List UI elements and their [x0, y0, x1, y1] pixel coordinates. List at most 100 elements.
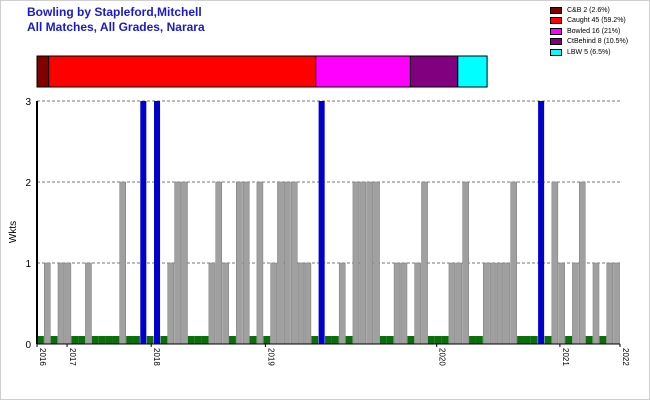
- axes: 2016 2017 2018 2019 2020 2021 2022: [36, 101, 630, 366]
- zero-marker: [50, 336, 58, 344]
- legend-swatch: [550, 17, 562, 25]
- zero-marker: [201, 336, 209, 344]
- zero-marker: [441, 336, 449, 344]
- bar: [338, 262, 346, 345]
- bar: [551, 181, 559, 345]
- bar: [222, 262, 229, 345]
- bar: [510, 181, 517, 345]
- bar: [208, 262, 216, 345]
- bar: [256, 181, 264, 345]
- bar: [538, 101, 545, 344]
- bar: [297, 262, 305, 345]
- dismissal-distribution-bar: [36, 55, 488, 88]
- bar: [592, 262, 600, 345]
- zero-marker: [91, 336, 99, 344]
- zero-marker: [475, 336, 483, 344]
- zero-marker: [585, 336, 593, 344]
- x-tick-label: 2016: [38, 348, 47, 366]
- zero-marker: [229, 336, 236, 344]
- bar: [572, 262, 579, 345]
- bar: [236, 181, 243, 345]
- bar: [140, 101, 147, 344]
- bar: [366, 181, 373, 345]
- legend-label: CtBehind 8 (10.5%): [567, 38, 629, 46]
- legend-label: LBW 5 (6.5%): [567, 48, 611, 56]
- zero-marker: [98, 336, 106, 344]
- legend-item-caught: Caught 45 (59.2%): [550, 16, 628, 27]
- bar: [352, 181, 360, 345]
- zero-marker: [599, 336, 607, 344]
- bars: [37, 101, 620, 345]
- legend-label: Caught 45 (59.2%): [567, 17, 626, 25]
- bar: [304, 262, 312, 345]
- zero-marker: [146, 336, 154, 344]
- x-tick-label: 2019: [266, 348, 275, 366]
- zero-marker: [345, 336, 353, 344]
- bar: [290, 181, 298, 345]
- bar: [503, 262, 511, 345]
- zero-marker: [523, 336, 531, 344]
- y-tick-label: 0: [25, 340, 31, 351]
- bar: [284, 181, 291, 345]
- distribution-segment: [315, 55, 411, 88]
- zero-marker: [311, 336, 319, 344]
- bar: [558, 262, 565, 345]
- y-tick-label: 1: [25, 259, 31, 270]
- bar: [277, 181, 284, 345]
- bar: [181, 181, 188, 345]
- zero-marker: [194, 336, 202, 344]
- bar: [414, 262, 421, 345]
- bar: [167, 262, 175, 345]
- bar: [613, 262, 620, 345]
- zero-marker: [530, 336, 538, 344]
- zero-marker: [565, 336, 572, 344]
- y-axis-label: Wkts: [8, 221, 19, 243]
- bar: [482, 262, 490, 345]
- y-tick-label: 3: [25, 97, 31, 108]
- bar: [64, 262, 72, 345]
- zero-marker: [544, 336, 552, 344]
- bar: [462, 181, 469, 345]
- bar: [393, 262, 401, 345]
- zero-marker: [407, 336, 415, 344]
- x-tick-label: 2022: [621, 348, 630, 366]
- legend-swatch: [550, 38, 562, 46]
- x-tick-label: 2017: [68, 348, 77, 366]
- zero-marker: [331, 336, 339, 344]
- zero-marker: [126, 336, 134, 344]
- zero-marker: [427, 336, 435, 344]
- bar: [359, 181, 367, 345]
- zero-marker: [517, 336, 524, 344]
- zero-marker: [105, 336, 113, 344]
- legend-item-ctbehind: CtBehind 8 (10.5%): [550, 37, 628, 48]
- distribution-segment: [48, 55, 317, 88]
- bar: [455, 262, 463, 345]
- zero-marker: [71, 336, 79, 344]
- bar: [154, 101, 161, 344]
- bar: [318, 101, 325, 344]
- bar: [489, 262, 497, 345]
- bar: [400, 262, 408, 345]
- bar: [496, 262, 504, 345]
- zero-marker: [37, 336, 44, 344]
- x-tick-label: 2020: [438, 348, 447, 366]
- bar: [242, 181, 250, 345]
- zero-marker: [434, 336, 442, 344]
- legend-swatch: [550, 48, 562, 56]
- distribution-segment: [409, 55, 459, 88]
- bar: [215, 181, 223, 345]
- bar: [44, 262, 51, 345]
- bar: [270, 262, 277, 345]
- bar: [85, 262, 92, 345]
- legend-item-bowled: Bowled 16 (21%): [550, 26, 628, 37]
- bar: [421, 181, 428, 345]
- legend-swatch: [550, 27, 562, 35]
- zero-marker: [469, 336, 476, 344]
- legend-swatch: [550, 6, 562, 14]
- zero-marker: [160, 336, 168, 344]
- bar: [373, 181, 380, 345]
- gridlines: 0 1 2 3: [25, 97, 620, 351]
- bar: [174, 181, 181, 345]
- x-tick-label: 2021: [561, 348, 570, 366]
